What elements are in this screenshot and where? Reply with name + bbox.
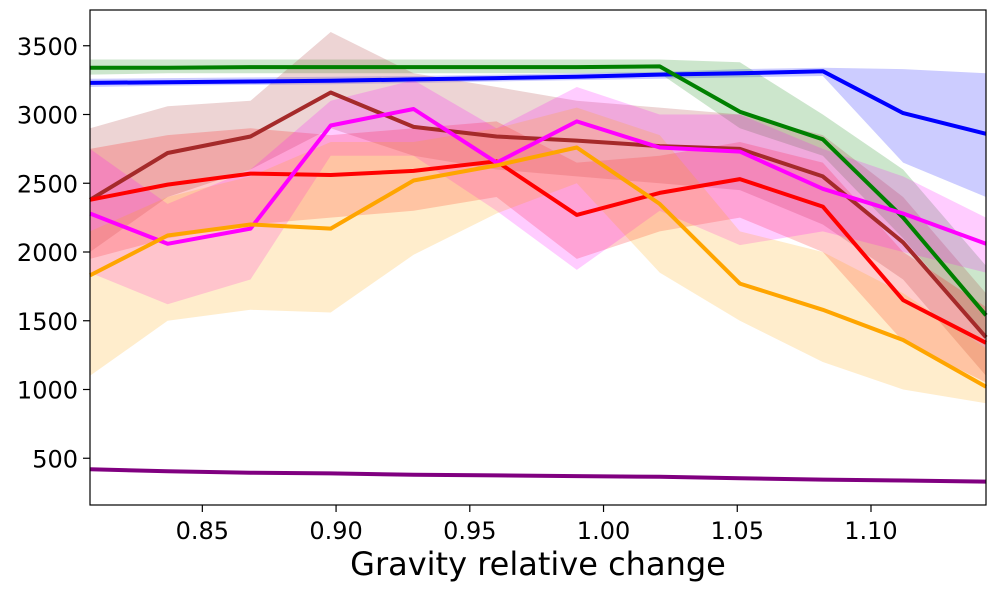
x-tick-label: 0.90 xyxy=(309,517,362,545)
x-axis-label: Gravity relative change xyxy=(350,545,726,583)
series-line-orange xyxy=(89,145,987,389)
band-magenta xyxy=(90,80,986,305)
band-green xyxy=(90,59,986,335)
y-tick-label: 1500 xyxy=(17,308,78,336)
y-tick-label: 1000 xyxy=(17,377,78,405)
x-tick-label: 1.10 xyxy=(844,517,897,545)
band-brown xyxy=(90,32,986,376)
y-tick-label: 3000 xyxy=(17,102,78,130)
y-tick-label: 2000 xyxy=(17,239,78,267)
x-tick-label: 0.85 xyxy=(176,517,229,545)
y-axis-ticks: 500 1000 1500 2000 2500 3000 3500 xyxy=(17,33,90,473)
series-line-red xyxy=(89,159,987,345)
y-tick-label: 3500 xyxy=(17,33,78,61)
band-orange xyxy=(90,107,986,404)
series-line-magenta xyxy=(89,107,987,246)
series-line-brown xyxy=(88,90,988,339)
series-line-purple xyxy=(89,467,987,484)
x-tick-label: 1.05 xyxy=(711,517,764,545)
x-tick-label: 1.00 xyxy=(577,517,630,545)
x-axis-ticks: 0.85 0.90 0.95 1.00 1.05 1.10 xyxy=(176,505,898,545)
plot-frame xyxy=(89,9,987,506)
y-tick-label: 500 xyxy=(32,445,78,473)
series-line-green xyxy=(90,64,988,317)
y-tick-label: 2500 xyxy=(17,170,78,198)
series-line-blue xyxy=(89,69,987,136)
x-tick-label: 0.95 xyxy=(443,517,496,545)
series-lines xyxy=(88,64,988,484)
